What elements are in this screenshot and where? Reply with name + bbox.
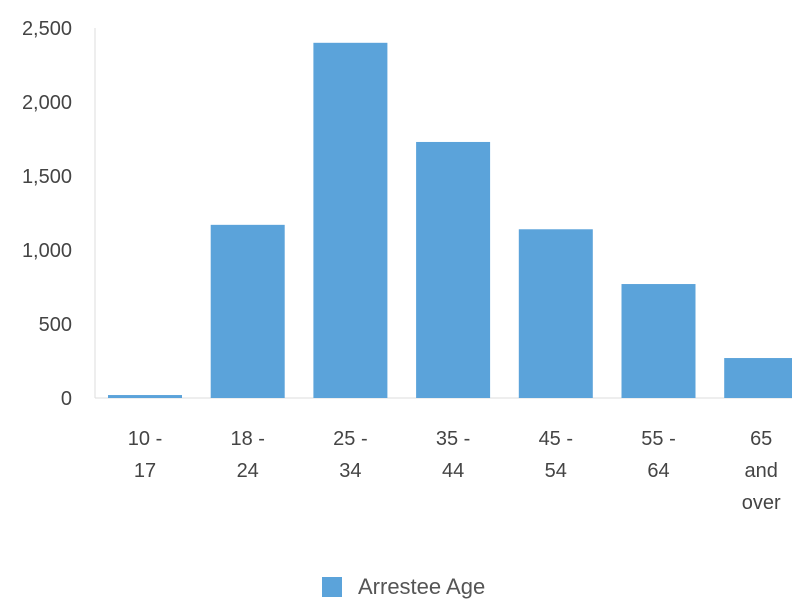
bar	[108, 395, 182, 398]
bar	[518, 229, 593, 398]
bar-chart: 0 500 1,000 1,500 2,000 2,500 10 -17 18 -24 25 …	[22, 18, 792, 514]
x-tick-label: 18 -24	[230, 428, 264, 482]
legend: Arrestee Age	[322, 572, 485, 602]
y-tick-label: 1,500	[22, 166, 72, 188]
bars	[108, 42, 792, 399]
bar	[724, 358, 792, 398]
y-axis-labels: 0 500 1,000 1,500 2,000 2,500	[22, 18, 72, 410]
x-tick-label: 35 -44	[436, 428, 470, 482]
bar	[621, 284, 696, 398]
x-tick-label: 10 -17	[128, 428, 162, 482]
y-tick-label: 500	[39, 314, 72, 336]
bar	[313, 42, 388, 399]
x-tick-label: 55 -64	[641, 428, 675, 482]
x-tick-label: 65 and over	[742, 428, 781, 514]
y-tick-label: 0	[61, 388, 72, 410]
legend-swatch	[322, 577, 342, 597]
bar	[210, 224, 285, 398]
bar	[416, 141, 491, 398]
legend-label: Arrestee Age	[358, 574, 486, 599]
y-tick-label: 2,000	[22, 92, 72, 114]
x-tick-label: 25 -34	[333, 428, 367, 482]
x-tick-label: 45 -54	[539, 428, 573, 482]
x-axis-labels: 10 -17 18 -24 25 -34 35 -44 45 -54 55 -64 65 an…	[128, 428, 781, 514]
y-tick-label: 1,000	[22, 240, 72, 262]
y-tick-label: 2,500	[22, 18, 72, 40]
